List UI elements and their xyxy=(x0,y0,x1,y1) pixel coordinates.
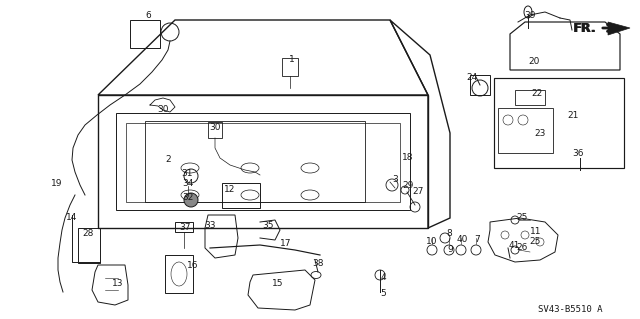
Bar xyxy=(282,58,298,76)
Text: 33: 33 xyxy=(204,220,216,229)
Text: 17: 17 xyxy=(280,239,292,248)
Text: 23: 23 xyxy=(534,130,546,138)
Text: 15: 15 xyxy=(272,279,284,288)
Text: 29: 29 xyxy=(403,182,413,190)
Text: 36: 36 xyxy=(572,149,584,158)
Text: 8: 8 xyxy=(446,229,452,239)
Text: 18: 18 xyxy=(403,153,413,162)
Text: 25: 25 xyxy=(529,238,541,247)
Text: 37: 37 xyxy=(179,224,191,233)
Text: FR.: FR. xyxy=(574,21,597,34)
Text: 11: 11 xyxy=(531,226,541,235)
Text: 9: 9 xyxy=(447,246,453,255)
Text: 21: 21 xyxy=(567,112,579,121)
Bar xyxy=(498,108,553,153)
Text: 38: 38 xyxy=(312,258,324,268)
Bar xyxy=(175,222,193,232)
Text: 27: 27 xyxy=(412,187,424,196)
Bar xyxy=(208,122,222,138)
Text: 34: 34 xyxy=(182,180,194,189)
Text: 10: 10 xyxy=(426,238,438,247)
Text: 12: 12 xyxy=(224,186,236,195)
Polygon shape xyxy=(608,22,630,35)
Text: 25: 25 xyxy=(516,213,528,222)
Text: 20: 20 xyxy=(528,57,540,66)
Text: FR.: FR. xyxy=(573,21,596,34)
Text: 7: 7 xyxy=(474,235,480,244)
Bar xyxy=(470,75,490,95)
Text: 6: 6 xyxy=(145,11,151,19)
Text: 26: 26 xyxy=(516,242,528,251)
Text: 5: 5 xyxy=(380,288,386,298)
Text: 16: 16 xyxy=(188,261,199,270)
Bar xyxy=(222,183,260,208)
Text: 30: 30 xyxy=(157,106,169,115)
Text: 13: 13 xyxy=(112,278,124,287)
Text: 35: 35 xyxy=(262,220,274,229)
Text: 41: 41 xyxy=(508,241,520,250)
Text: 30: 30 xyxy=(209,123,221,132)
Bar xyxy=(78,228,100,263)
Bar xyxy=(130,20,160,48)
Text: 19: 19 xyxy=(51,179,63,188)
Text: 4: 4 xyxy=(380,273,386,283)
Text: 1: 1 xyxy=(289,56,295,64)
Bar xyxy=(165,255,193,293)
Text: 31: 31 xyxy=(181,168,193,177)
Text: 22: 22 xyxy=(531,90,543,99)
Text: SV43-B5510 A: SV43-B5510 A xyxy=(538,306,602,315)
Text: 28: 28 xyxy=(83,229,93,239)
Text: 39: 39 xyxy=(524,11,536,19)
Bar xyxy=(494,78,624,168)
Text: 2: 2 xyxy=(165,155,171,165)
Bar xyxy=(515,90,545,105)
Text: 40: 40 xyxy=(456,235,468,244)
Text: 24: 24 xyxy=(467,73,477,83)
Text: 32: 32 xyxy=(182,192,194,202)
Text: 3: 3 xyxy=(392,175,398,184)
Circle shape xyxy=(184,193,198,207)
Text: 14: 14 xyxy=(67,213,77,222)
